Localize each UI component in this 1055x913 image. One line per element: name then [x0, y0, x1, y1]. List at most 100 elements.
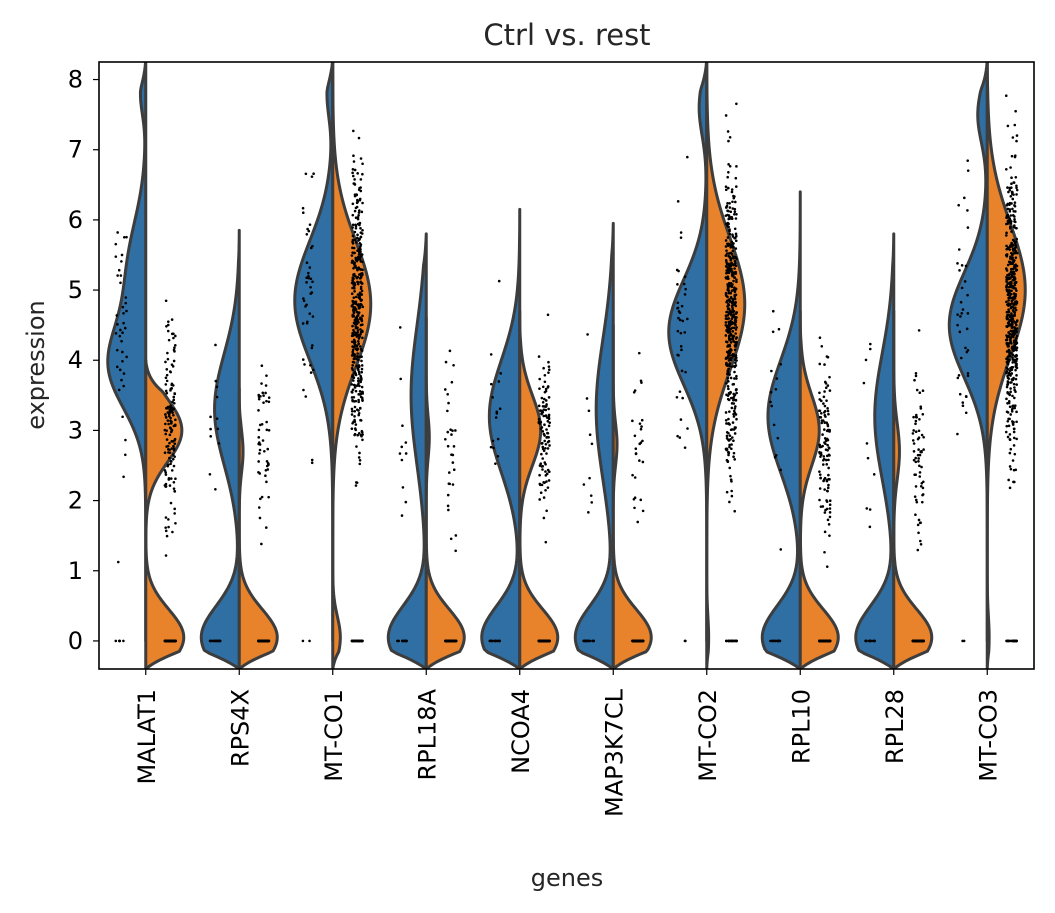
- data-point: [357, 213, 360, 217]
- data-point: [166, 464, 170, 468]
- data-point: [166, 406, 170, 409]
- data-point: [264, 474, 267, 478]
- data-point: [922, 639, 925, 643]
- data-point: [1010, 176, 1013, 180]
- data-point: [121, 331, 124, 335]
- data-point: [918, 453, 922, 457]
- data-point: [827, 446, 831, 449]
- data-point: [216, 427, 220, 431]
- data-point: [538, 498, 541, 501]
- data-point: [358, 209, 361, 212]
- data-point: [1006, 273, 1009, 277]
- data-point: [496, 437, 500, 441]
- data-point: [1013, 396, 1016, 400]
- data-point: [1009, 166, 1012, 169]
- data-point: [309, 285, 312, 289]
- data-point: [118, 334, 122, 338]
- data-point: [730, 240, 734, 244]
- data-point: [265, 460, 269, 463]
- data-point: [354, 389, 358, 393]
- data-point: [732, 392, 736, 396]
- data-point: [727, 307, 731, 311]
- y-axis-ticks: 0 1 2 3 4 5 6 7 8: [68, 66, 99, 655]
- data-point: [819, 505, 823, 508]
- data-point: [544, 399, 548, 402]
- data-point: [307, 229, 311, 233]
- data-point: [680, 304, 684, 308]
- data-point: [357, 136, 361, 140]
- data-point: [728, 164, 732, 168]
- data-point: [827, 473, 830, 477]
- data-point: [819, 451, 823, 455]
- y-tick-label: 4: [68, 346, 83, 374]
- data-point: [494, 462, 497, 465]
- data-point: [734, 287, 738, 291]
- data-point: [733, 259, 737, 263]
- y-tick-label: 2: [68, 487, 83, 515]
- data-point: [356, 326, 359, 330]
- data-point: [726, 209, 729, 213]
- data-point: [125, 355, 128, 359]
- data-point: [821, 505, 825, 508]
- x-axis-label: genes: [531, 864, 603, 892]
- data-point: [164, 432, 168, 436]
- data-point: [546, 639, 550, 643]
- data-point: [729, 390, 732, 394]
- data-point: [1013, 217, 1016, 221]
- data-point: [957, 203, 960, 207]
- data-point: [352, 154, 355, 158]
- data-point: [1010, 182, 1013, 185]
- data-point: [545, 403, 548, 406]
- data-point: [818, 470, 821, 473]
- data-point: [170, 409, 174, 413]
- data-point: [1007, 417, 1010, 421]
- data-point: [1015, 334, 1019, 338]
- data-point: [495, 639, 499, 643]
- data-point: [1008, 433, 1012, 436]
- data-point: [734, 328, 738, 331]
- data-point: [1015, 319, 1019, 322]
- data-point: [174, 334, 177, 338]
- data-point: [728, 330, 732, 334]
- data-point: [359, 178, 363, 181]
- data-point: [729, 474, 732, 478]
- data-point: [543, 439, 546, 443]
- data-point: [727, 186, 730, 190]
- data-point: [734, 337, 738, 340]
- data-point: [676, 329, 680, 333]
- data-point: [818, 639, 822, 643]
- data-point: [731, 330, 735, 333]
- data-point: [1011, 207, 1014, 211]
- data-point: [921, 412, 925, 416]
- data-point: [120, 339, 123, 343]
- data-point: [732, 263, 735, 267]
- data-point: [727, 214, 731, 217]
- data-point: [305, 321, 309, 325]
- data-point: [724, 334, 728, 337]
- data-point: [732, 451, 736, 455]
- data-point: [1008, 272, 1011, 276]
- data-point: [965, 350, 969, 354]
- data-point: [447, 471, 451, 474]
- data-point: [351, 171, 354, 175]
- data-point: [1005, 350, 1009, 353]
- data-point: [1009, 306, 1013, 310]
- data-point: [731, 207, 735, 210]
- data-point: [956, 313, 959, 316]
- data-point: [1012, 346, 1016, 350]
- data-point: [166, 357, 170, 361]
- data-point: [1006, 435, 1010, 439]
- data-point: [913, 495, 917, 498]
- data-point: [731, 249, 735, 253]
- data-point: [1014, 226, 1017, 230]
- data-point: [730, 489, 733, 493]
- data-point: [1012, 239, 1016, 243]
- data-point: [828, 478, 831, 481]
- data-point: [732, 279, 735, 283]
- data-point: [352, 328, 355, 332]
- data-point: [117, 388, 121, 392]
- data-point: [917, 457, 920, 460]
- data-point: [1012, 430, 1016, 434]
- x-tick-label-rpl18a: RPL18A: [413, 688, 441, 780]
- data-point: [726, 299, 729, 302]
